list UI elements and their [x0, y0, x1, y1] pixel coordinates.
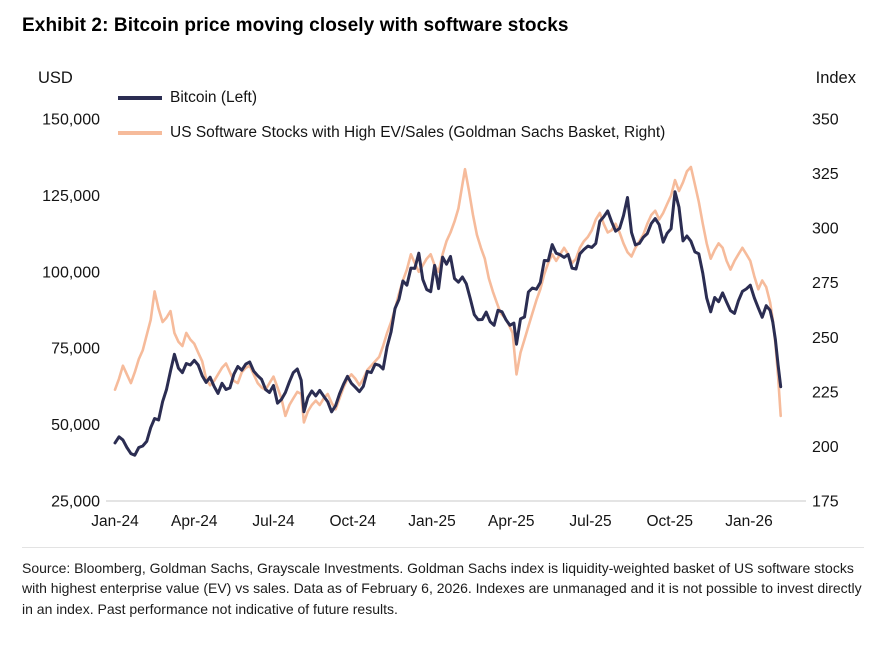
- chart-title: Exhibit 2: Bitcoin price moving closely …: [22, 15, 569, 36]
- right-axis-tick-label: 175: [812, 494, 839, 511]
- right-axis-unit-label: Index: [815, 69, 856, 87]
- right-axis-tick-label: 300: [812, 221, 839, 238]
- x-axis-tick-label: Jul-25: [569, 513, 611, 530]
- x-axis-tick-label: Jan-24: [91, 513, 139, 530]
- right-axis-tick-label: 350: [812, 112, 839, 129]
- right-axis-tick-label: 325: [812, 166, 839, 183]
- chart-legend: Bitcoin (Left) US Software Stocks with H…: [118, 89, 665, 159]
- left-axis-tick-label: 25,000: [51, 494, 100, 511]
- left-axis-unit-label: USD: [38, 69, 73, 87]
- software-series-line: [113, 165, 783, 424]
- exhibit-figure: Exhibit 2: Bitcoin price moving closely …: [0, 15, 886, 619]
- source-note: Source: Bloomberg, Goldman Sachs, Graysc…: [22, 547, 864, 619]
- legend-label-software: US Software Stocks with High EV/Sales (G…: [170, 124, 666, 141]
- left-axis-tick-label: 150,000: [42, 112, 100, 129]
- x-axis-tick-label: Apr-25: [488, 513, 535, 530]
- right-axis-tick-label: 225: [812, 384, 839, 401]
- legend-item-bitcoin: Bitcoin (Left): [118, 89, 665, 107]
- x-axis-tick-label: Apr-24: [171, 513, 218, 530]
- x-axis-tick-label: Oct-25: [646, 513, 693, 530]
- left-axis-tick-label: 100,000: [42, 264, 100, 281]
- left-axis-tick-label: 125,000: [42, 188, 100, 205]
- right-axis-tick-label: 250: [812, 330, 839, 347]
- x-axis-tick-label: Jan-25: [408, 513, 455, 530]
- left-axis-tick-label: 50,000: [51, 417, 100, 434]
- bitcoin-series-line: [113, 190, 783, 457]
- chart-area: USD Index Bitcoin (Left) US Software Sto…: [0, 69, 886, 539]
- x-axis-tick-label: Jul-24: [252, 513, 295, 530]
- legend-label-bitcoin: Bitcoin (Left): [170, 89, 258, 106]
- line-chart: 150,000 125,000 100,000 75,000 50,000 25,000 3…: [42, 112, 839, 531]
- right-axis-tick-label: 200: [812, 439, 839, 456]
- software-line-swatch: [118, 131, 162, 135]
- bitcoin-line-swatch: [118, 96, 162, 100]
- x-axis-tick-label: Jan-26: [725, 513, 772, 530]
- legend-item-software: US Software Stocks with High EV/Sales (G…: [118, 124, 665, 142]
- x-axis-tick-label: Oct-24: [329, 513, 376, 530]
- left-axis-tick-label: 75,000: [51, 341, 100, 358]
- right-axis-tick-label: 275: [812, 275, 839, 292]
